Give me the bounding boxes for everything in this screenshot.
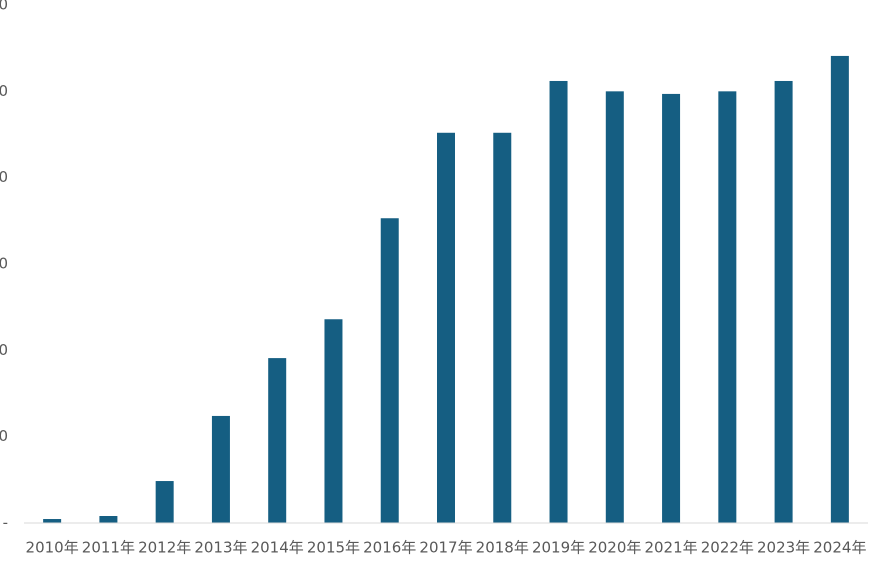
- x-tick-label: 2014年: [251, 539, 304, 557]
- bar: [718, 91, 737, 523]
- y-tick-label: 30: [0, 255, 8, 273]
- bar: [155, 481, 174, 523]
- y-tick-label: 10: [0, 427, 8, 445]
- x-tick-label: 2023年: [757, 539, 810, 557]
- x-tick-label: 2019年: [532, 539, 585, 557]
- x-tick-label: 2015年: [307, 539, 360, 557]
- x-tick-label: 2016年: [363, 539, 416, 557]
- bar: [211, 415, 230, 523]
- x-tick-label: 2018年: [476, 539, 529, 557]
- bar: [324, 319, 343, 523]
- x-tick-label: 2021年: [644, 539, 697, 557]
- bar: [268, 358, 287, 523]
- y-tick-label: 50: [0, 82, 8, 100]
- bar: [605, 91, 624, 523]
- x-tick-label: 2017年: [419, 539, 472, 557]
- x-tick-label: 2022年: [701, 539, 754, 557]
- x-tick-label: 2010年: [26, 539, 79, 557]
- bar: [774, 80, 793, 524]
- x-tick-label: 2013年: [194, 539, 247, 557]
- bar: [662, 93, 681, 523]
- x-tick-label: 2011年: [82, 539, 135, 557]
- x-tick-label: 2020年: [588, 539, 641, 557]
- bar: [830, 55, 849, 523]
- bar: [43, 519, 62, 523]
- x-tick-label: 2012年: [138, 539, 191, 557]
- bar: [549, 80, 568, 524]
- bar: [380, 218, 399, 523]
- x-tick-label: 2024年: [813, 539, 866, 557]
- y-tick-label: 40: [0, 168, 8, 186]
- bar: [437, 132, 455, 524]
- y-tick-label: 20: [0, 341, 8, 359]
- y-tick-label: -: [3, 514, 8, 532]
- bar: [493, 132, 512, 524]
- y-tick-label: 60: [0, 0, 8, 14]
- bar: [99, 516, 118, 523]
